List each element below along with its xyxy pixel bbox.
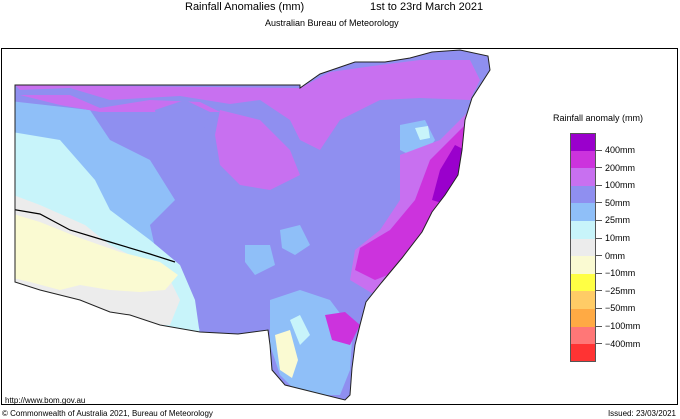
legend-label: 10mm [605,232,631,243]
legend-tick [596,272,602,274]
map-subtitle: Australian Bureau of Meteorology [265,18,399,28]
anomaly-400mm-east [432,145,465,205]
legend-swatch [570,238,596,257]
legend-label: −400mm [605,338,641,349]
legend-tick [596,255,602,257]
state-outline [14,49,491,401]
legend-tick [596,202,602,204]
anomaly-minus10mm-west [15,210,178,292]
legend-label: 0mm [605,250,625,261]
legend-swatch [570,256,596,274]
legend-tick [596,343,602,345]
issued-date: Issued: 23/03/2021 [607,409,676,418]
map-title: Rainfall Anomalies (mm) [185,1,305,13]
legend-swatch [570,273,596,292]
legend-swatch [570,133,596,151]
legend-tick [596,184,602,186]
anomaly-50mm-pocket [155,100,210,140]
anomaly-minus10mm-south [275,330,298,378]
anomaly-25mm-centre [280,225,310,255]
anomaly-100mm-central [215,110,300,190]
legend-label: 50mm [605,197,631,208]
legend-label: −25mm [605,285,636,296]
bom-url: http://www.bom.gov.au [5,396,86,405]
legend-swatch [570,220,596,239]
legend-swatch [570,344,596,362]
zero-contour [15,207,176,263]
copyright: © Commonwealth of Australia 2021, Bureau… [2,409,213,418]
legend-label: 400mm [605,145,636,155]
legend-title: Rainfall anomaly (mm) [553,113,644,123]
anomaly-10mm-south [290,315,310,345]
legend-swatch [570,291,596,309]
legend-tick [596,325,602,327]
anomaly-25mm-centre-2 [245,245,275,275]
legend-swatch [570,168,596,186]
legend-label: −100mm [605,320,641,331]
legend-label: −10mm [605,268,636,279]
anomaly-200mm-south [325,312,360,345]
anomaly-100mm-north [15,60,480,150]
date-range: 1st to 23rd March 2021 [370,1,484,13]
legend-tick [596,167,602,169]
legend-label: −50mm [605,303,636,314]
legend-tick [596,237,602,239]
legend-label: 200mm [605,162,636,173]
legend-label: 100mm [605,180,636,191]
anomaly-10mm-northeast [415,126,430,140]
legend-swatch [570,203,596,221]
legend-swatch [570,150,596,169]
legend-swatch [570,185,596,204]
legend-swatch [570,326,596,345]
legend-tick [596,290,602,292]
legend-swatch [570,308,596,327]
legend-label: 25mm [605,215,631,226]
legend-tick [596,219,602,221]
legend-tick [596,149,602,151]
legend-tick [596,307,602,309]
